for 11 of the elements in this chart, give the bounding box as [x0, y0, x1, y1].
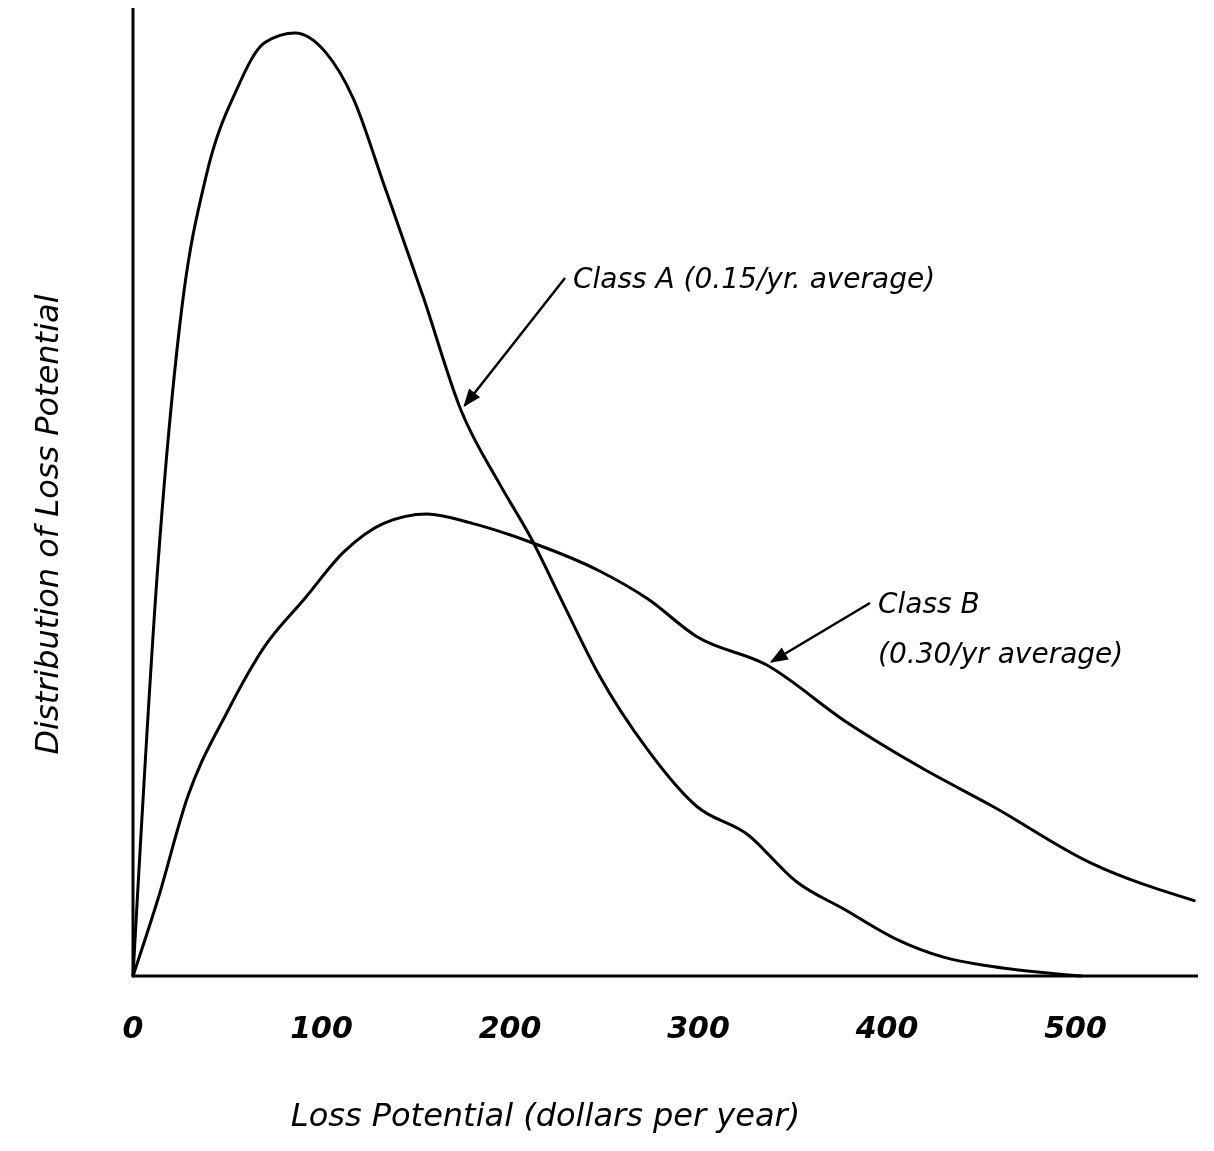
x-tick-label: 0 [122, 1010, 144, 1045]
annotation: Class A (0.15/yr. average) [573, 262, 936, 295]
x-tick-label: 100 [290, 1010, 353, 1045]
annotation: Class B [878, 587, 980, 620]
x-tick-label: 300 [667, 1010, 730, 1045]
x-tick-label: 200 [478, 1010, 542, 1045]
annotation: (0.30/yr average) [878, 637, 1124, 670]
x-tick-label: 500 [1044, 1010, 1107, 1045]
x-tick-label: 400 [854, 1010, 919, 1045]
x-axis-title: Loss Potential (dollars per year) [290, 1096, 801, 1134]
y-axis-title: Distribution of Loss Potential [28, 294, 66, 755]
